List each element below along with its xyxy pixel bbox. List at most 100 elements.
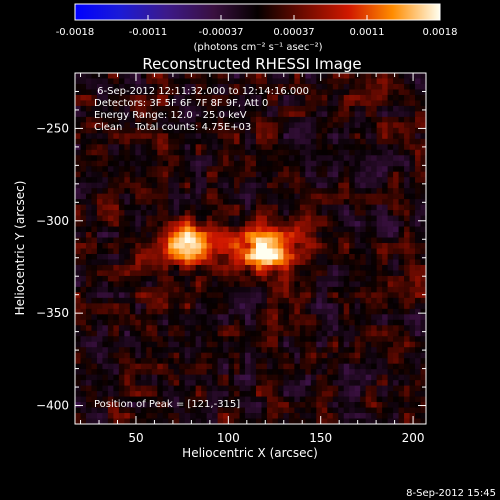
heatmap-cell xyxy=(409,166,416,173)
heatmap-cell xyxy=(261,264,268,271)
heatmap-cell xyxy=(85,270,92,277)
heatmap-cell xyxy=(228,215,235,222)
heatmap-cell xyxy=(371,303,378,310)
heatmap-cell xyxy=(294,243,301,249)
heatmap-cell xyxy=(223,413,229,419)
heatmap-cell xyxy=(409,347,416,354)
heatmap-cell xyxy=(124,308,131,315)
heatmap-cell xyxy=(113,264,120,271)
heatmap-cell xyxy=(190,358,197,365)
heatmap-cell xyxy=(223,363,229,370)
heatmap-cell xyxy=(316,363,323,370)
heatmap-cell xyxy=(299,116,306,123)
heatmap-cell xyxy=(146,248,153,255)
heatmap-cell xyxy=(223,171,229,178)
heatmap-cell xyxy=(96,160,103,167)
heatmap-cell xyxy=(75,385,81,392)
heatmap-cell xyxy=(234,330,240,337)
heatmap-cell xyxy=(316,94,323,101)
heatmap-cell xyxy=(382,297,389,304)
heatmap-cell xyxy=(151,275,158,282)
heatmap-cell xyxy=(415,248,421,255)
heatmap-cell xyxy=(404,199,410,206)
heatmap-cell xyxy=(239,111,246,118)
heatmap-cell xyxy=(173,204,180,211)
heatmap-cell xyxy=(393,215,399,222)
heatmap-cell xyxy=(332,292,339,299)
heatmap-cell xyxy=(201,204,208,211)
heatmap-cell xyxy=(102,264,109,271)
heatmap-cell xyxy=(157,116,164,123)
heatmap-cell xyxy=(129,116,136,123)
heatmap-cell xyxy=(179,363,186,370)
heatmap-cell xyxy=(91,116,98,123)
heatmap-cell xyxy=(239,281,246,288)
heatmap-cell xyxy=(272,308,279,315)
heatmap-cell xyxy=(283,286,290,293)
heatmap-cell xyxy=(294,232,301,238)
heatmap-cell xyxy=(387,204,394,211)
heatmap-cell xyxy=(168,385,175,392)
heatmap-cell xyxy=(91,396,98,403)
heatmap-cell xyxy=(371,248,378,255)
heatmap-cell xyxy=(343,127,350,134)
heatmap-cell xyxy=(261,407,268,414)
heatmap-cell xyxy=(382,292,389,299)
heatmap-cell xyxy=(299,210,306,216)
heatmap-cell xyxy=(321,221,328,227)
heatmap-cell xyxy=(305,270,312,277)
heatmap-cell xyxy=(223,89,229,96)
heatmap-cell xyxy=(102,193,109,200)
heatmap-cell xyxy=(321,369,328,376)
heatmap-cell xyxy=(360,347,367,354)
heatmap-cell xyxy=(195,363,202,370)
heatmap-cell xyxy=(173,286,180,293)
heatmap-cell xyxy=(151,116,158,123)
heatmap-cell xyxy=(360,259,367,266)
heatmap-cell xyxy=(223,418,229,425)
heatmap-cell xyxy=(316,78,323,85)
heatmap-cell xyxy=(124,160,131,167)
heatmap-cell xyxy=(245,352,251,359)
colorbar-unit-label: (photons cm⁻² s⁻¹ asec⁻²) xyxy=(193,42,322,53)
heatmap-cell xyxy=(168,133,175,140)
heatmap-cell xyxy=(316,122,323,129)
heatmap-cell xyxy=(294,215,301,222)
heatmap-cell xyxy=(129,94,136,101)
heatmap-cell xyxy=(124,407,131,414)
heatmap-cell xyxy=(168,221,175,227)
heatmap-cell xyxy=(151,319,158,326)
heatmap-cell xyxy=(80,210,87,216)
heatmap-cell xyxy=(420,407,427,414)
heatmap-cell xyxy=(173,138,180,145)
heatmap-cell xyxy=(96,347,103,354)
heatmap-cell xyxy=(376,281,383,288)
heatmap-cell xyxy=(85,391,92,397)
heatmap-cell xyxy=(102,182,109,189)
heatmap-cell xyxy=(135,171,142,178)
heatmap-cell xyxy=(190,204,197,211)
heatmap-cell xyxy=(201,89,208,96)
heatmap-cell xyxy=(168,160,175,167)
heatmap-cell xyxy=(415,347,421,354)
heatmap-cell xyxy=(393,210,399,216)
heatmap-cell xyxy=(135,127,142,134)
heatmap-cell xyxy=(338,407,345,414)
heatmap-cell xyxy=(140,363,147,370)
heatmap-cell xyxy=(349,352,356,359)
heatmap-cell xyxy=(80,374,87,381)
heatmap-cell xyxy=(283,221,290,227)
heatmap-cell xyxy=(365,297,372,304)
heatmap-cell xyxy=(261,122,268,129)
heatmap-cell xyxy=(173,275,180,282)
heatmap-cell xyxy=(409,127,416,134)
heatmap-cell xyxy=(343,341,350,348)
heatmap-cell xyxy=(387,171,394,178)
heatmap-cell xyxy=(179,380,186,387)
heatmap-cell xyxy=(113,308,120,315)
heatmap-cell xyxy=(415,193,421,200)
heatmap-cell xyxy=(321,188,328,195)
heatmap-cell xyxy=(393,264,399,271)
heatmap-cell xyxy=(338,275,345,282)
heatmap-cell xyxy=(376,127,383,134)
